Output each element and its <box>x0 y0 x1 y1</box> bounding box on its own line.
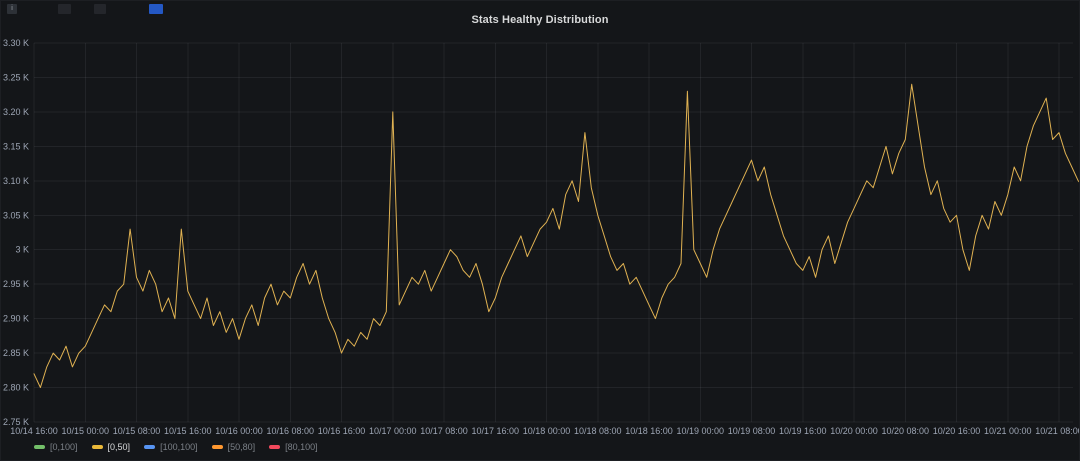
y-tick-label: 2.80 K <box>3 383 29 393</box>
legend-item-[0,100][interactable]: [0,100] <box>34 442 78 452</box>
panel-title[interactable]: Stats Healthy Distribution <box>471 14 609 26</box>
x-tick-label: 10/15 16:00 <box>164 426 212 436</box>
y-tick-label: 3 K <box>15 245 29 255</box>
y-tick-label: 3.25 K <box>3 72 29 82</box>
y-tick-label: 3.20 K <box>3 107 29 117</box>
x-tick-label: 10/18 08:00 <box>574 426 622 436</box>
x-tick-label: 10/17 16:00 <box>471 426 519 436</box>
legend-label: [50,80] <box>227 442 256 452</box>
legend-swatch <box>269 445 281 449</box>
legend-swatch <box>144 445 156 449</box>
panel-info-icon[interactable]: i <box>7 4 17 14</box>
series-line-[0,50] <box>33 83 1079 388</box>
x-tick-label: 10/14 16:00 <box>10 426 58 436</box>
x-tick-label: 10/20 00:00 <box>830 426 878 436</box>
x-tick-label: 10/19 16:00 <box>779 426 827 436</box>
y-tick-label: 3.05 K <box>3 210 29 220</box>
legend-swatch <box>34 445 45 449</box>
x-tick-label: 10/20 16:00 <box>933 426 981 436</box>
y-tick-label: 2.75 K <box>3 417 29 427</box>
legend-swatch <box>211 445 223 449</box>
y-tick-label: 2.90 K <box>3 314 29 324</box>
x-tick-label: 10/17 08:00 <box>420 426 468 436</box>
legend-item-[50,80][interactable]: [50,80] <box>211 442 256 452</box>
x-tick-label: 10/15 00:00 <box>61 426 109 436</box>
panel-header-chip <box>94 4 106 14</box>
legend-label: [0,100] <box>50 442 78 452</box>
x-tick-label: 10/16 16:00 <box>318 426 366 436</box>
x-tick-label: 10/15 08:00 <box>113 426 161 436</box>
y-tick-label: 3.10 K <box>3 176 29 186</box>
x-tick-label: 10/16 00:00 <box>215 426 263 436</box>
x-tick-label: 10/21 00:00 <box>984 426 1032 436</box>
x-tick-label: 10/17 00:00 <box>369 426 417 436</box>
legend-label: [0,50] <box>107 442 131 452</box>
panel-header-chip <box>58 4 71 14</box>
y-tick-label: 3.15 K <box>3 141 29 151</box>
x-tick-label: 10/20 08:00 <box>881 426 929 436</box>
x-tick-label: 10/16 08:00 <box>266 426 314 436</box>
legend-item-[80,100][interactable]: [80,100] <box>269 442 318 452</box>
x-tick-label: 10/18 00:00 <box>523 426 571 436</box>
y-tick-label: 3.30 K <box>3 38 29 48</box>
legend-label: [100,100] <box>160 442 198 452</box>
legend-item-[0,50][interactable]: [0,50] <box>91 442 131 452</box>
y-tick-label: 2.95 K <box>3 279 29 289</box>
x-tick-label: 10/19 08:00 <box>728 426 776 436</box>
x-tick-label: 10/19 00:00 <box>676 426 724 436</box>
y-tick-label: 2.85 K <box>3 348 29 358</box>
legend-item-[100,100][interactable]: [100,100] <box>144 442 198 452</box>
panel-header-chip <box>149 4 163 14</box>
legend-swatch <box>91 445 103 449</box>
panel-header: i Stats Healthy Distribution <box>1 1 1079 31</box>
chart-legend: [0,100] [0,50] [100,100] [50,80] [80,100] <box>34 440 318 454</box>
x-tick-label: 10/18 16:00 <box>625 426 673 436</box>
x-tick-label: 10/21 08:00 <box>1035 426 1079 436</box>
legend-label: [80,100] <box>285 442 318 452</box>
